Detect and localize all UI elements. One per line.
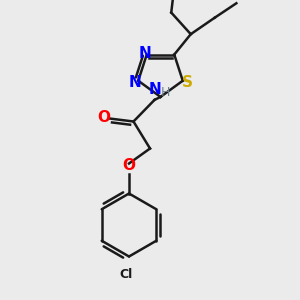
Text: S: S	[182, 75, 193, 90]
Text: N: N	[128, 75, 141, 90]
Text: O: O	[98, 110, 111, 124]
Text: N: N	[139, 46, 152, 61]
Text: H: H	[161, 86, 171, 99]
Text: N: N	[148, 82, 161, 97]
Text: Cl: Cl	[119, 268, 133, 281]
Text: O: O	[122, 158, 136, 172]
